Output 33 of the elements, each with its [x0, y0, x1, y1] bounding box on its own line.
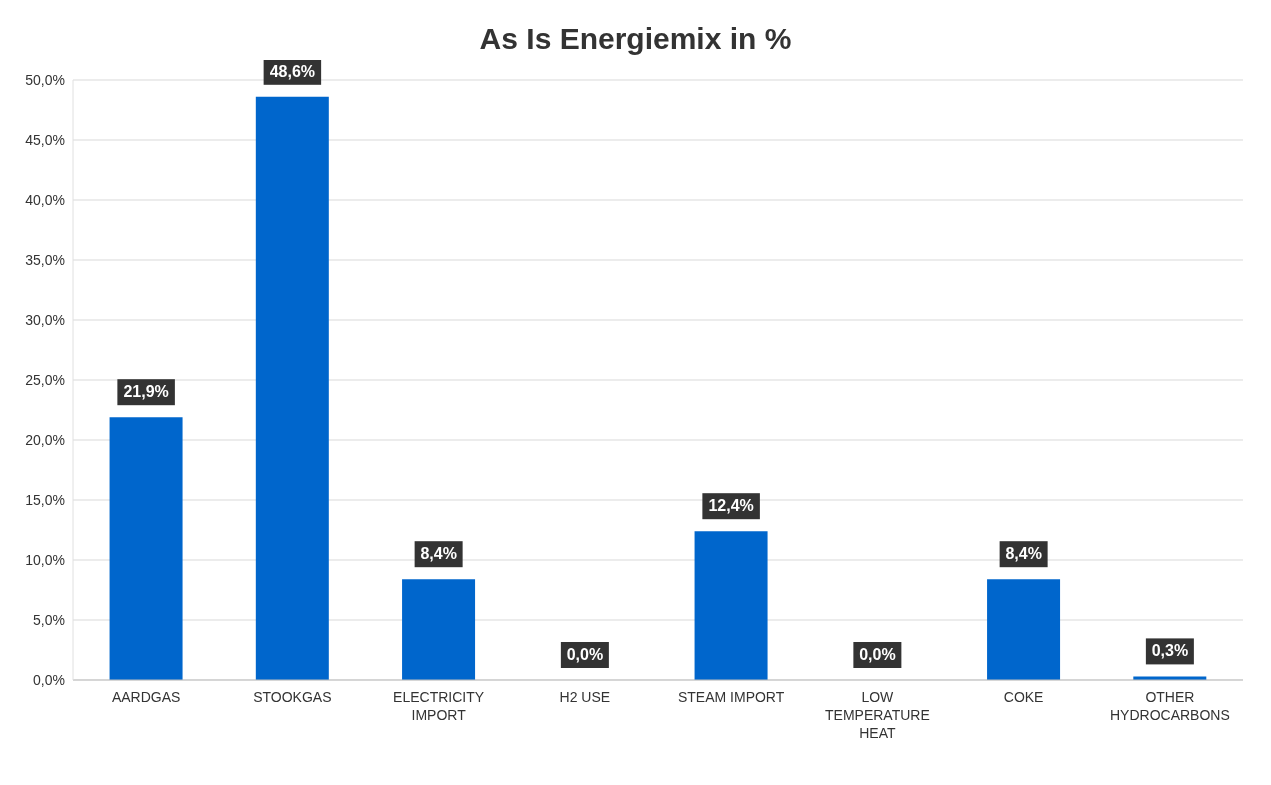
data-label: 0,0%: [859, 646, 896, 663]
bar: [694, 531, 768, 680]
x-tick-label: H2 USE: [559, 689, 611, 705]
bar: [402, 579, 476, 680]
x-tick-label: COKE: [1003, 689, 1044, 705]
data-label: 48,6%: [269, 62, 316, 80]
x-tick-label: OTHER HYDROCARBONS: [1109, 689, 1230, 723]
y-tick-label: 45,0%: [25, 131, 65, 148]
chart-title: As Is Energiemix in %: [478, 21, 793, 57]
y-tick-label: 25,0%: [25, 371, 65, 388]
y-tick-label: 40,0%: [25, 191, 65, 208]
y-tick-label: 20,0%: [25, 431, 65, 448]
y-tick-label: 0,0%: [33, 671, 65, 688]
x-tick-label: STOOKGAS: [253, 689, 332, 705]
data-label: 21,9%: [123, 383, 169, 401]
x-tick-label: STEAM IMPORT: [677, 689, 785, 705]
data-label: 0,0%: [566, 646, 604, 663]
y-tick-label: 10,0%: [25, 551, 65, 568]
y-tick-label: 50,0%: [25, 71, 65, 88]
y-tick-label: 15,0%: [25, 491, 65, 508]
data-label: 8,4%: [1005, 545, 1042, 563]
y-tick-label: 5,0%: [33, 611, 65, 628]
x-tick-label: ELECTRICITY IMPORT: [393, 689, 485, 723]
data-label: 12,4%: [708, 497, 754, 515]
y-tick-label: 35,0%: [25, 251, 65, 268]
data-label: 0,3%: [1151, 642, 1189, 660]
bar: [255, 96, 329, 680]
data-label: 8,4%: [420, 545, 457, 563]
x-tick-label: LOW TEMPERATURE HEAT: [825, 689, 930, 741]
bar: [987, 579, 1061, 680]
x-tick-label: AARDGAS: [111, 689, 181, 705]
y-tick-label: 30,0%: [25, 311, 65, 328]
bar: [109, 417, 183, 680]
